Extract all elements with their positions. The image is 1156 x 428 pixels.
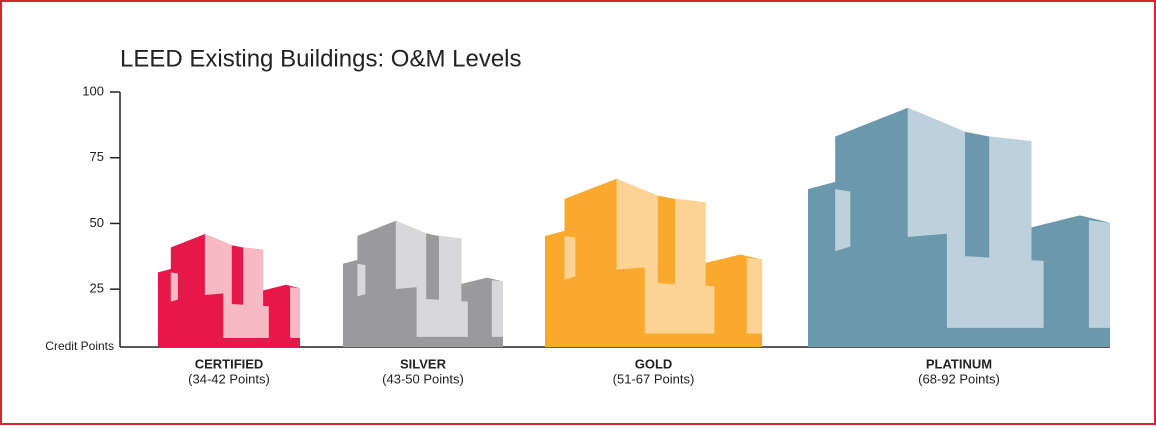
building-facet — [835, 189, 851, 252]
category-label: PLATINUM — [926, 356, 992, 371]
y-axis-label: Credit Points — [45, 339, 114, 353]
building-facet — [416, 286, 468, 337]
building-facet — [746, 257, 762, 334]
building-facet — [170, 272, 178, 302]
building-facet — [439, 236, 462, 306]
category-label: GOLD — [635, 356, 673, 371]
y-tick-label: 50 — [90, 215, 104, 230]
category-note: (43-50 Points) — [382, 371, 464, 386]
building-facet — [223, 292, 269, 338]
category-label: SILVER — [400, 356, 447, 371]
building-facet — [946, 232, 1044, 328]
y-tick-label: 75 — [90, 149, 104, 164]
building-facet — [491, 280, 503, 337]
category-note: (68-92 Points) — [918, 371, 1000, 386]
building-facet — [243, 247, 264, 310]
y-tick-label: 100 — [82, 83, 104, 98]
building-facet — [616, 178, 658, 270]
y-tick-label: 25 — [90, 281, 104, 296]
category-label: CERTIFIED — [195, 356, 264, 371]
chart-title: LEED Existing Buildings: O&M Levels — [120, 45, 522, 72]
category-note: (34-42 Points) — [188, 371, 270, 386]
building-facet — [357, 263, 366, 297]
building-facet — [907, 107, 965, 237]
building-facet — [644, 266, 715, 334]
building-facet — [989, 136, 1032, 269]
building-facet — [204, 234, 232, 295]
building-facet — [1088, 220, 1110, 328]
building-facet — [395, 220, 427, 289]
building-facet — [675, 198, 706, 292]
category-note: (51-67 Points) — [613, 371, 695, 386]
building-facet — [564, 236, 576, 280]
building-facet — [290, 287, 300, 338]
